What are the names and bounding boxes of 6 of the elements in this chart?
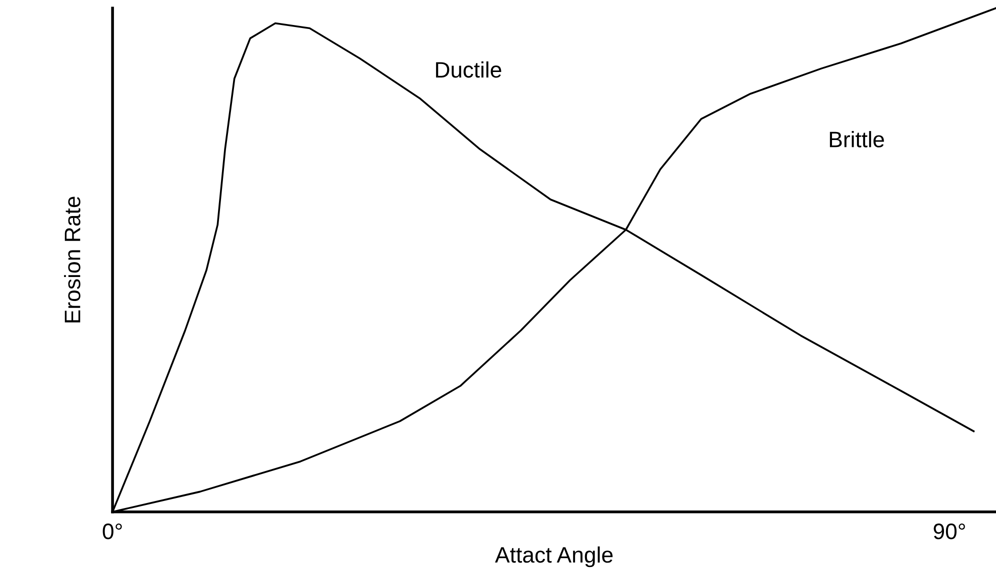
x-tick-label: 90°	[934, 524, 965, 540]
series-label: Ductile	[436, 61, 502, 78]
x-axis-title: Attact Angle	[495, 546, 613, 568]
x-tick-label: 0°	[102, 524, 122, 540]
text: Brittle	[830, 131, 884, 148]
y-axis-title: Erosion Rate	[64, 196, 80, 322]
